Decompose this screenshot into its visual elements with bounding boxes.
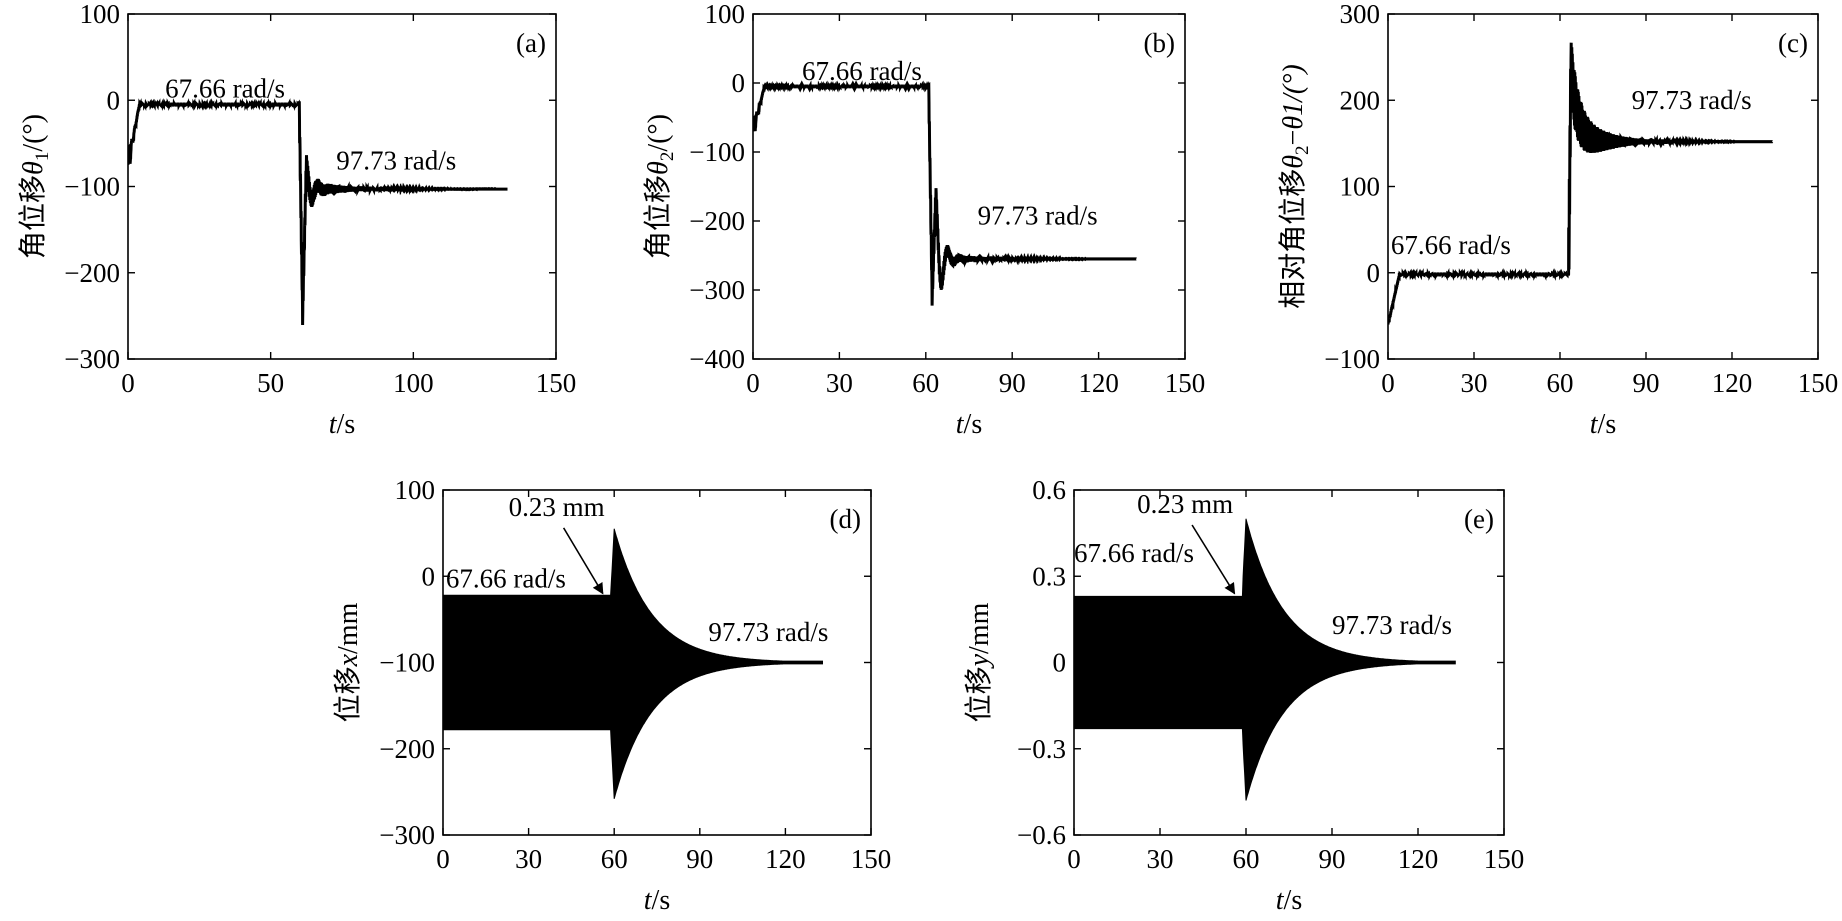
x-tick-label: 120 [1398, 844, 1439, 874]
y-tick-label: −200 [689, 206, 745, 236]
chart-panel-b: 0 30 60 90 120 150 −400 −300 −200 −100 0 100 t/s 角位移θ… [642, 0, 1205, 440]
y-tick-label: −300 [379, 820, 435, 850]
x-tick-label: 30 [1461, 368, 1488, 398]
y-tick-label: −100 [64, 172, 120, 202]
y-tick-label: 0 [1367, 258, 1381, 288]
y-tick-label: 100 [395, 475, 436, 505]
x-axis-label: t/s [329, 409, 355, 440]
y-axis-label: 位移y/mm [963, 602, 995, 722]
y-tick-label: 100 [1340, 172, 1381, 202]
x-axis-label: t/s [956, 409, 982, 440]
x-tick-label: 150 [536, 368, 577, 398]
data-series-line [1388, 42, 1774, 325]
x-axis-label: t/s [644, 885, 670, 916]
y-tick-label: 300 [1340, 0, 1381, 29]
annotation-amplitude: 0.23 mm [1137, 489, 1233, 519]
chart-panel-d: 0 30 60 90 120 150 −300 −200 −100 0 100 t/s 位移x/mm (d… [332, 475, 891, 916]
x-tick-label: 60 [1233, 844, 1260, 874]
y-tick-label: −300 [689, 275, 745, 305]
chart-panel-e: 0 30 60 90 120 150 −0.6 −0.3 0 0.3 0.6 t/s 位移y/mm (e)… [963, 475, 1524, 916]
annotation-arrow [562, 527, 604, 595]
data-series-envelope [1074, 518, 1456, 801]
chart-panel-c: 0 30 60 90 120 150−1000100200300t/s相对角位移θ2−θ1… [1277, 0, 1838, 440]
x-tick-label: 0 [1381, 368, 1395, 398]
annotation-speed-2: 97.73 rad/s [708, 617, 828, 647]
x-tick-label: 60 [1547, 368, 1574, 398]
x-tick-label: 60 [912, 368, 939, 398]
data-series-line [753, 80, 1137, 306]
annotation-speed-2: 97.73 rad/s [978, 200, 1098, 230]
y-axis-label: 相对角位移θ2−θ1/(°) [1277, 64, 1313, 308]
y-tick-label: −100 [689, 137, 745, 167]
x-tick-label: 150 [1798, 368, 1839, 398]
y-tick-label: −400 [689, 344, 745, 374]
y-tick-label: −200 [64, 258, 120, 288]
y-tick-label: −0.3 [1017, 734, 1066, 764]
x-tick-label: 150 [851, 844, 892, 874]
panel-label: (c) [1778, 28, 1808, 58]
data-series-envelope [443, 528, 823, 799]
y-tick-label: −0.6 [1017, 820, 1066, 850]
y-tick-label: −300 [64, 344, 120, 374]
annotation-speed-2: 97.73 rad/s [1632, 85, 1752, 115]
y-tick-label: 0.3 [1032, 561, 1066, 591]
y-tick-label: −100 [379, 648, 435, 678]
y-tick-label: 0 [1053, 648, 1067, 678]
x-tick-label: 0 [746, 368, 760, 398]
panel-label: (d) [830, 504, 861, 534]
annotation-speed-1: 67.66 rad/s [165, 74, 285, 104]
x-axis-label: t/s [1590, 409, 1616, 440]
panel-label: (a) [516, 28, 546, 58]
x-tick-label: 30 [1147, 844, 1174, 874]
y-tick-label: 0 [732, 68, 746, 98]
y-tick-label: −200 [379, 734, 435, 764]
plot-frame [1387, 13, 1819, 360]
x-tick-label: 90 [1319, 844, 1346, 874]
panel-label: (e) [1464, 504, 1494, 534]
x-tick-label: 90 [1633, 368, 1660, 398]
x-tick-label: 50 [257, 368, 284, 398]
x-tick-label: 150 [1484, 844, 1525, 874]
plot-frame [752, 13, 1186, 360]
x-tick-label: 90 [999, 368, 1026, 398]
annotation-amplitude: 0.23 mm [509, 492, 605, 522]
annotation-speed-2: 97.73 rad/s [336, 145, 456, 175]
x-tick-label: 30 [515, 844, 542, 874]
chart-panel-a: 0 50 100 150 −300 −200 −100 0 100 t/s 角位移θ1/(°) (a)… [17, 0, 576, 440]
x-tick-label: 0 [436, 844, 450, 874]
x-tick-label: 90 [686, 844, 713, 874]
x-tick-label: 60 [601, 844, 628, 874]
x-tick-label: 120 [1712, 368, 1753, 398]
x-tick-label: 30 [826, 368, 853, 398]
y-tick-label: 100 [705, 0, 746, 29]
y-tick-label: 0 [107, 85, 121, 115]
annotation-arrow [1191, 524, 1236, 595]
annotation-speed-1: 67.66 rad/s [1074, 538, 1194, 568]
annotation-speed-1: 67.66 rad/s [446, 563, 566, 593]
x-tick-label: 120 [1078, 368, 1119, 398]
y-axis-label: 角位移θ2/(°) [642, 114, 678, 259]
y-tick-label: 100 [80, 0, 121, 29]
y-axis-label: 位移x/mm [332, 602, 364, 722]
y-tick-label: 0 [422, 561, 436, 591]
x-tick-label: 150 [1165, 368, 1206, 398]
y-tick-label: 0.6 [1032, 475, 1066, 505]
y-tick-label: −100 [1324, 344, 1380, 374]
data-series-line [128, 98, 508, 326]
x-tick-label: 0 [1067, 844, 1081, 874]
x-axis-label: t/s [1276, 885, 1302, 916]
annotation-speed-1: 67.66 rad/s [802, 56, 922, 86]
panel-label: (b) [1144, 28, 1175, 58]
y-axis-label: 角位移θ1/(°) [17, 114, 53, 259]
x-tick-label: 100 [393, 368, 434, 398]
x-tick-label: 0 [121, 368, 135, 398]
annotation-speed-2: 97.73 rad/s [1332, 610, 1452, 640]
x-tick-label: 120 [765, 844, 806, 874]
y-tick-label: 200 [1340, 85, 1381, 115]
annotation-speed-1: 67.66 rad/s [1391, 230, 1511, 260]
